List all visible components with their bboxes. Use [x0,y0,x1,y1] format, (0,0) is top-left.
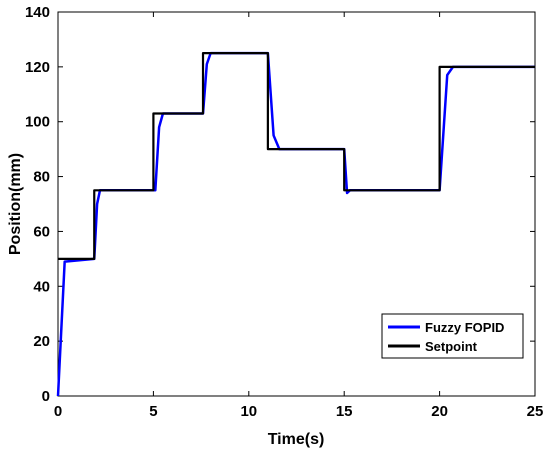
legend: Fuzzy FOPID Setpoint [381,313,524,359]
x-tick-label: 25 [527,403,544,420]
legend-label-fuzzy-fopid: Fuzzy FOPID [425,320,504,335]
x-tick-label: 20 [431,403,448,420]
axis-ticks: 0 5 10 15 20 25 0 20 40 60 80 100 120 140 [25,4,543,420]
y-tick-label: 140 [25,4,50,21]
y-tick-label: 20 [33,333,50,350]
legend-box [381,313,524,359]
x-tick-label: 10 [240,403,257,420]
legend-label-setpoint: Setpoint [425,339,478,354]
y-tick-label: 60 [33,223,50,240]
data-series [56,51,535,397]
x-tick-label: 5 [149,403,157,420]
series-line-setpoint [58,52,535,260]
y-axis-label: Position(mm) [7,153,24,255]
y-tick-label: 0 [42,388,50,405]
x-axis-label: Time(s) [268,431,325,448]
x-tick-label: 0 [54,403,62,420]
x-tick-label: 15 [336,403,353,420]
y-tick-label: 40 [33,278,50,295]
y-tick-label: 100 [25,114,50,131]
y-tick-label: 80 [33,169,50,186]
y-tick-label: 120 [25,59,50,76]
